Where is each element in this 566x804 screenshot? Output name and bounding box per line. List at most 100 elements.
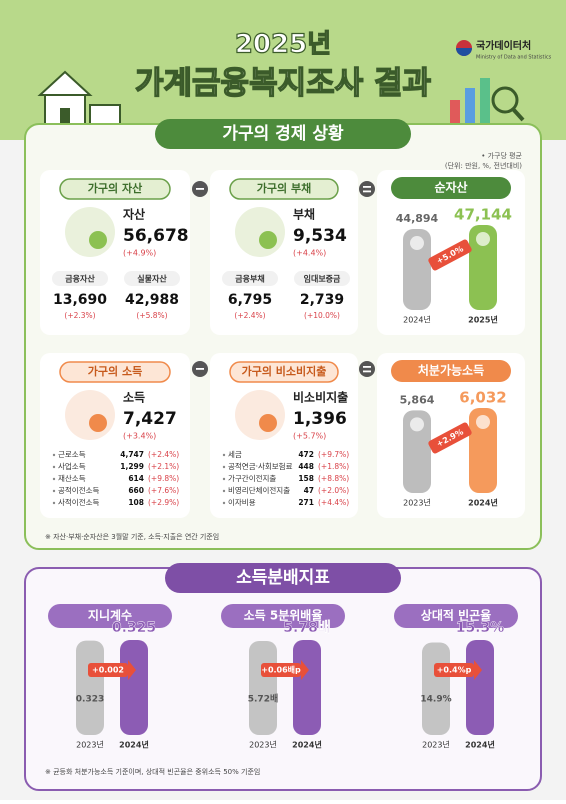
bullet (222, 489, 226, 493)
sub-value: 13,690 (53, 292, 107, 308)
list-value: 448 (298, 462, 314, 471)
house-illustration (37, 70, 121, 126)
list-change: (+1.8%) (318, 462, 349, 471)
list-name: 공적연금·사회보험료 (228, 461, 293, 471)
item-name: 자산 (123, 207, 145, 222)
change-arrow (434, 663, 474, 677)
list-name: 재산소득 (58, 473, 86, 483)
panel-label-bg (394, 604, 518, 628)
list-name: 근로소득 (58, 450, 86, 459)
change-label: +0.06배p (261, 665, 301, 675)
bullet (52, 477, 56, 481)
card-label-bg (391, 360, 511, 382)
bar (466, 640, 494, 735)
bullet (52, 465, 56, 469)
change-arrowhead (474, 660, 482, 680)
bullet (52, 453, 56, 457)
operator-bar (196, 368, 204, 370)
card-label: 가구의 자산 (88, 181, 142, 195)
bullet (222, 501, 226, 505)
bullet (52, 501, 56, 505)
growth-illustration (450, 78, 525, 125)
change-arrow (428, 239, 472, 271)
sub-name: 금융부채 (235, 274, 264, 284)
panel-label-bg (221, 604, 345, 628)
panel-label-bg (48, 604, 172, 628)
sub-value: 6,795 (228, 292, 272, 308)
bar-coin (410, 236, 424, 251)
list-change: (+9.8%) (148, 474, 179, 483)
list-change: (+7.6%) (148, 486, 179, 495)
bar-year: 2023년 (249, 740, 277, 750)
list-value: 472 (298, 450, 314, 459)
panel-label: 상대적 빈곤율 (421, 608, 491, 623)
list-change: (+4.4%) (318, 498, 349, 507)
operator (359, 181, 375, 197)
bar (422, 642, 450, 735)
bullet (222, 465, 226, 469)
change-label: +0.002 (92, 666, 124, 675)
icon (65, 390, 115, 440)
bar-label: 14.9% (420, 695, 451, 705)
list-change: (+2.1%) (148, 462, 179, 471)
list-change: (+8.8%) (318, 474, 349, 483)
list-name: 사적이전소득 (58, 497, 99, 507)
list-value: 158 (298, 474, 314, 483)
sub-change: (+5.8%) (136, 311, 167, 320)
sub-value: 2,739 (300, 292, 344, 308)
bar-year: 2024년 (403, 315, 431, 325)
unit-note: • 가구당 평균 (481, 151, 522, 160)
card-label-bg (229, 178, 339, 200)
item-value: 7,427 (123, 409, 177, 429)
item-change: (+4.4%) (293, 249, 326, 258)
bar-year: 2023년 (76, 740, 104, 750)
logo-mark (456, 48, 472, 56)
panel-label: 소득 5분위배율 (244, 608, 323, 623)
bar-year: 2025년 (468, 315, 498, 325)
bar-year: 2023년 (422, 740, 450, 750)
change-arrow (88, 663, 128, 677)
list-name: 이자비용 (228, 497, 256, 507)
section-heading: 가구의 경제 상황 (222, 124, 344, 144)
operator-bar (363, 366, 371, 368)
item-value: 1,396 (293, 409, 347, 429)
bar (76, 640, 104, 735)
list-name: 사업소득 (58, 462, 86, 471)
bar (469, 408, 497, 493)
sub-label-bg (222, 271, 278, 286)
item-name: 부채 (293, 207, 315, 222)
footnote: ※ 균등화 처분가능소득 기준이며, 상대적 빈곤율은 중위소득 50% 기준임 (45, 767, 260, 776)
bar-label: 0.325 (112, 620, 156, 636)
bar (120, 640, 148, 735)
bar-coin (410, 417, 424, 432)
bar (249, 640, 277, 735)
card-label: 가구의 부채 (257, 181, 311, 195)
bar-coin (476, 415, 490, 429)
sub-change: (+2.4%) (234, 311, 265, 320)
section-heading-bg (165, 563, 401, 593)
bar-label: 5.78배 (283, 620, 330, 636)
change-arrow (261, 663, 301, 677)
sub-change: (+2.3%) (64, 311, 95, 320)
change-label: +0.4%p (437, 666, 472, 675)
card-label-bg (391, 177, 511, 199)
bullet (222, 453, 226, 457)
sub-label-bg (294, 271, 350, 286)
list-value: 660 (128, 486, 144, 495)
sub-name: 금융자산 (65, 274, 95, 284)
bar (469, 225, 497, 310)
change-arrow (428, 422, 472, 454)
list-change: (+9.7%) (318, 450, 349, 459)
change-arrowhead (128, 660, 136, 680)
bar-label: 5,864 (400, 393, 435, 406)
bar (293, 640, 321, 735)
list-value: 108 (128, 498, 144, 507)
sub-name: 실물자산 (137, 274, 167, 284)
unit-note: (단위: 만원, %, 전년대비) (445, 161, 522, 170)
bar-year: 2023년 (403, 498, 431, 508)
bar-label: 0.323 (76, 695, 104, 705)
icon (235, 207, 285, 257)
section-heading-bg (155, 119, 411, 149)
bar-year: 2024년 (119, 740, 149, 750)
